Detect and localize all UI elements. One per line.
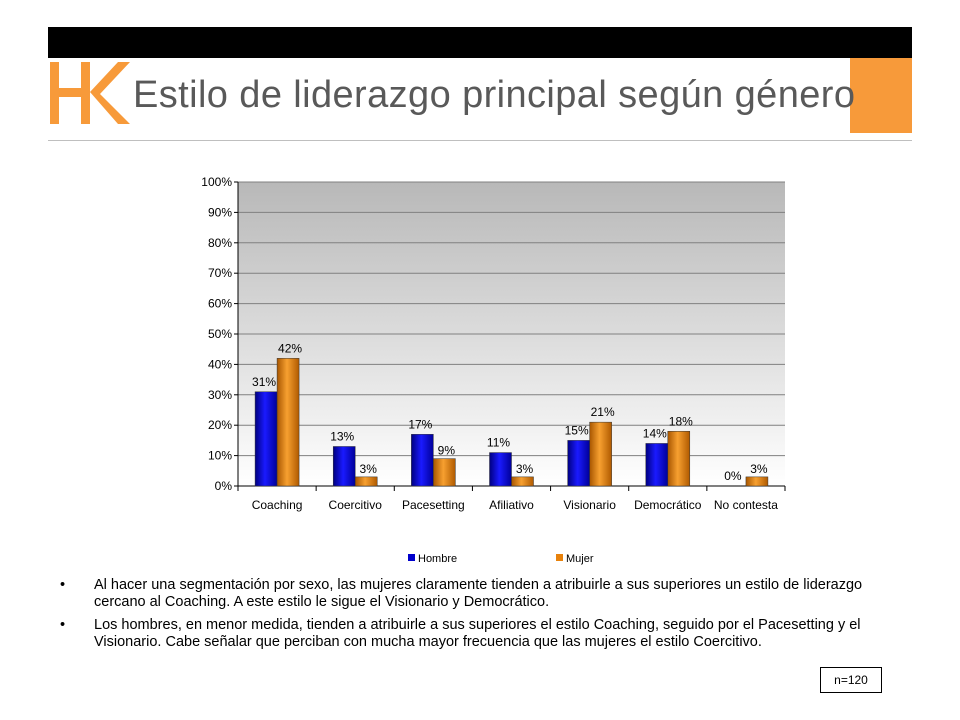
data-label: 3% xyxy=(750,462,768,476)
data-label: 21% xyxy=(591,405,615,419)
data-label: 31% xyxy=(252,375,276,389)
bar-hombre xyxy=(332,446,356,487)
data-label: 42% xyxy=(278,341,302,355)
data-label: 13% xyxy=(330,429,354,443)
bar-mujer xyxy=(511,476,534,487)
y-tick-label: 20% xyxy=(208,418,232,432)
sample-size-badge: n=120 xyxy=(820,667,882,693)
data-label: 14% xyxy=(643,426,667,440)
y-tick-label: 100% xyxy=(201,175,232,189)
bar-mujer xyxy=(667,431,691,487)
data-label: 0% xyxy=(724,469,742,483)
findings-list: • Al hacer una segmentación por sexo, la… xyxy=(60,577,890,657)
finding-item: • Los hombres, en menor medida, tienden … xyxy=(60,617,890,651)
bar-mujer xyxy=(745,476,769,487)
legend-label: Hombre xyxy=(418,553,457,565)
x-category-label: Visionario xyxy=(563,498,616,512)
bar-hombre xyxy=(645,443,669,487)
bar-mujer xyxy=(276,358,300,487)
bar-hombre xyxy=(567,440,590,487)
bar-hombre xyxy=(411,434,434,487)
x-category-label: No contesta xyxy=(714,498,778,512)
y-tick-label: 40% xyxy=(208,357,232,371)
bar-mujer xyxy=(433,458,456,487)
data-label: 15% xyxy=(565,423,589,437)
bar-mujer xyxy=(354,476,378,487)
y-tick-label: 60% xyxy=(208,297,232,311)
y-tick-label: 30% xyxy=(208,388,232,402)
data-label: 17% xyxy=(408,417,432,431)
data-label: 9% xyxy=(438,444,456,458)
y-tick-label: 10% xyxy=(208,449,232,463)
bullet-marker: • xyxy=(60,577,66,593)
finding-text: Al hacer una segmentación por sexo, las … xyxy=(94,577,863,610)
page-title: Estilo de liderazgo principal según géne… xyxy=(133,74,856,116)
y-tick-label: 0% xyxy=(215,479,233,493)
data-label: 11% xyxy=(487,436,510,450)
data-label: 3% xyxy=(516,462,534,476)
finding-text: Los hombres, en menor medida, tienden a … xyxy=(94,617,861,650)
header-bar xyxy=(48,27,912,58)
legend-swatch xyxy=(408,554,415,561)
x-category-label: Democrático xyxy=(634,498,702,512)
x-category-label: Afiliativo xyxy=(489,498,534,512)
x-category-label: Coercitivo xyxy=(329,498,383,512)
finding-item: • Al hacer una segmentación por sexo, la… xyxy=(60,577,890,611)
data-label: 3% xyxy=(360,462,378,476)
y-tick-label: 80% xyxy=(208,236,232,250)
x-category-label: Coaching xyxy=(252,498,303,512)
hk-logo xyxy=(50,62,130,124)
title-divider xyxy=(48,140,912,141)
data-label: 18% xyxy=(669,414,693,428)
bar-chart: 0% 10% 20% 30% 40% 50% 60% 70% 80% 90% 100% 31% 42%… xyxy=(201,175,786,565)
bar-hombre xyxy=(489,452,512,487)
y-tick-label: 70% xyxy=(208,266,232,280)
bar-mujer xyxy=(589,421,612,487)
legend-swatch xyxy=(556,554,563,561)
accent-block xyxy=(850,58,912,133)
bar-hombre xyxy=(254,391,278,487)
legend-label: Mujer xyxy=(566,553,594,565)
bullet-marker: • xyxy=(60,617,66,633)
y-tick-label: 50% xyxy=(208,327,232,341)
y-tick-label: 90% xyxy=(208,205,232,219)
x-category-label: Pacesetting xyxy=(402,498,465,512)
